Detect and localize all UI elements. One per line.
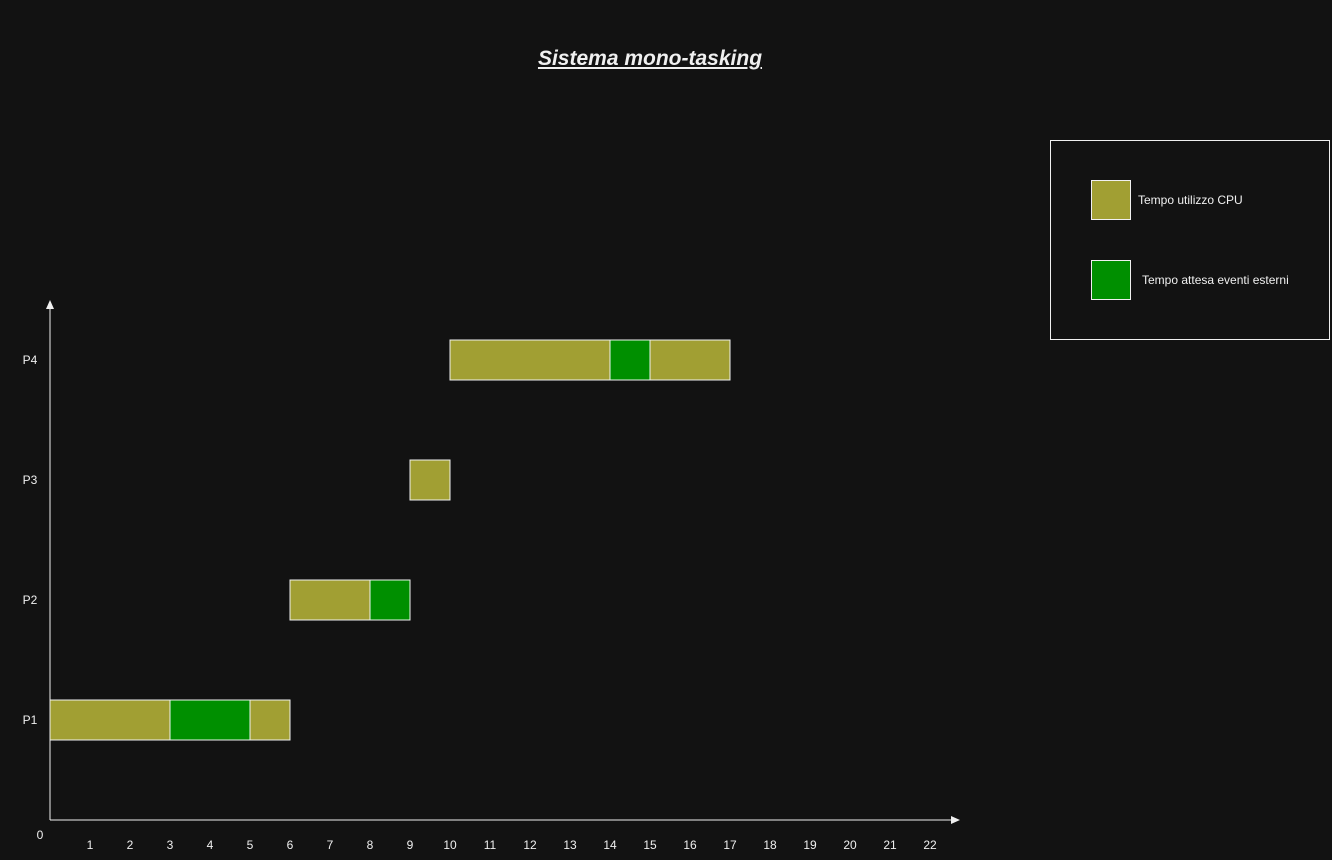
x-tick-label: 9 <box>407 838 414 852</box>
gantt-bar-wait <box>609 339 651 381</box>
x-tick-label: 10 <box>443 838 457 852</box>
x-tick-label: 13 <box>563 838 577 852</box>
chart-title: Sistema mono-tasking <box>537 47 763 70</box>
y-tick-label: P3 <box>23 473 38 487</box>
legend-swatch-wait <box>1091 260 1131 300</box>
x-tick-label: 2 <box>127 838 134 852</box>
x-tick-label: 7 <box>327 838 334 852</box>
x-axis-arrow <box>951 816 960 824</box>
x-tick-label: 3 <box>167 838 174 852</box>
y-tick-labels: P1 P2 P3 P4 <box>23 353 38 727</box>
x-tick-label: 5 <box>247 838 254 852</box>
y-tick-label: P4 <box>23 353 38 367</box>
gantt-bar-cpu <box>449 339 611 381</box>
x-tick-label: 1 <box>87 838 94 852</box>
x-tick-label: 12 <box>523 838 537 852</box>
gantt-bar-wait <box>369 579 411 621</box>
x-tick-label: 0 <box>37 828 44 842</box>
legend-label-wait: Tempo attesa eventi esterni <box>1142 273 1289 287</box>
legend-swatch-cpu <box>1091 180 1131 220</box>
x-tick-label: 19 <box>803 838 817 852</box>
gantt-bar-cpu <box>249 699 291 741</box>
bars <box>49 339 731 741</box>
x-tick-label: 6 <box>287 838 294 852</box>
x-tick-label: 15 <box>643 838 657 852</box>
x-tick-label: 17 <box>723 838 737 852</box>
x-tick-label: 4 <box>207 838 214 852</box>
gantt-bar-cpu <box>289 579 371 621</box>
x-tick-label: 14 <box>603 838 617 852</box>
legend-label-cpu: Tempo utilizzo CPU <box>1138 193 1243 207</box>
legend: Tempo utilizzo CPU Tempo attesa eventi e… <box>1050 140 1330 340</box>
x-tick-label: 20 <box>843 838 857 852</box>
x-tick-labels: 01 2 3 4 5 6 7 8 9 10 11 12 13 14 15 16 17 18 19 20 21 22 <box>37 828 937 852</box>
x-tick-label: 18 <box>763 838 777 852</box>
x-tick-label: 22 <box>923 838 937 852</box>
gantt-bar-cpu <box>49 699 171 741</box>
gantt-bar-cpu <box>649 339 731 381</box>
y-tick-label: P2 <box>23 593 38 607</box>
gantt-bar-wait <box>169 699 251 741</box>
y-axis-arrow <box>46 300 54 309</box>
gantt-bar-cpu <box>409 459 451 501</box>
x-tick-label: 8 <box>367 838 374 852</box>
x-tick-label: 11 <box>484 838 497 852</box>
x-tick-label: 21 <box>883 838 897 852</box>
x-tick-label: 16 <box>683 838 697 852</box>
y-tick-label: P1 <box>23 713 38 727</box>
